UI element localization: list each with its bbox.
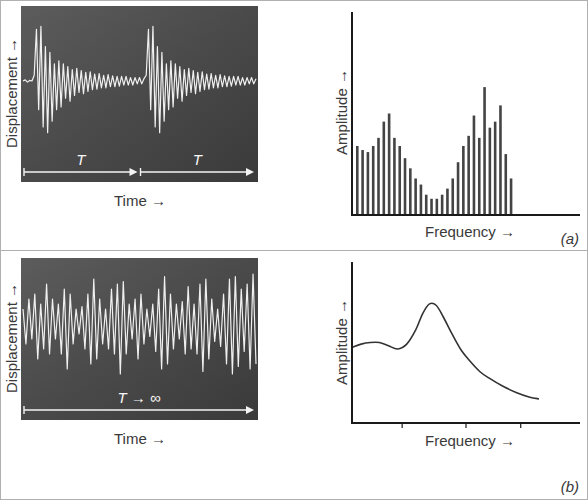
bar <box>383 122 386 215</box>
period-arrow <box>24 409 248 411</box>
bar <box>404 158 407 215</box>
bar <box>499 105 502 215</box>
bar <box>430 199 433 215</box>
y-axis <box>351 12 353 216</box>
bar <box>393 138 396 215</box>
chart: Time → Displacement → T T Frequency → Amplitu… <box>0 0 588 500</box>
period-label: T <box>76 151 87 168</box>
bar <box>457 162 460 215</box>
bar <box>478 138 481 215</box>
spectrum-curve <box>352 303 539 399</box>
bar <box>510 178 513 215</box>
x-tick <box>465 423 466 428</box>
bar <box>467 136 470 215</box>
y-axis-title: Displacement → <box>3 38 20 148</box>
panel-divider <box>0 250 588 251</box>
bar <box>451 178 454 215</box>
waveform <box>23 274 256 374</box>
period-arrow <box>24 171 132 173</box>
bar <box>494 122 497 215</box>
bar <box>425 195 428 215</box>
plot-area <box>352 303 539 399</box>
y-axis <box>351 262 353 424</box>
y-axis-title: Displacement → <box>3 283 20 393</box>
y-axis-title: Amplitude → <box>333 299 350 385</box>
period-label: T <box>193 151 204 168</box>
bar <box>409 168 412 215</box>
panel-letter: (b) <box>561 478 579 495</box>
bar <box>361 150 364 215</box>
bar <box>446 189 449 215</box>
bar <box>441 195 444 215</box>
bar <box>377 138 380 215</box>
bar <box>473 116 476 215</box>
x-axis-title: Frequency → <box>425 223 515 240</box>
plot-area <box>23 26 256 132</box>
frame <box>1 1 588 500</box>
bar <box>483 87 486 215</box>
panel-letter: (a) <box>561 230 579 247</box>
bar <box>504 154 507 215</box>
plot-area <box>23 274 256 374</box>
bar <box>420 185 423 215</box>
period-arrow <box>141 171 249 173</box>
bar <box>436 199 439 215</box>
period-arrowhead <box>246 168 254 176</box>
bar <box>372 146 375 215</box>
bar <box>388 114 391 216</box>
x-axis-title: Time → <box>114 192 166 209</box>
bar <box>489 128 492 215</box>
bar <box>398 146 401 215</box>
bar <box>356 146 359 215</box>
waveform <box>23 26 256 132</box>
y-axis-title: Amplitude → <box>333 69 350 155</box>
x-tick <box>520 423 521 428</box>
x-axis-title: Time → <box>114 430 166 447</box>
bar <box>414 178 417 215</box>
oscilloscope-screen <box>21 6 258 182</box>
bar <box>462 146 465 215</box>
x-axis <box>351 214 580 216</box>
period-arrowhead <box>246 406 254 414</box>
x-axis-title: Frequency → <box>425 432 515 449</box>
x-tick <box>402 423 403 428</box>
bar <box>367 152 370 215</box>
period-arrowhead <box>130 168 138 176</box>
period-label: T → ∞ <box>117 389 160 406</box>
plot-area <box>356 87 512 215</box>
oscilloscope-screen <box>21 258 258 420</box>
